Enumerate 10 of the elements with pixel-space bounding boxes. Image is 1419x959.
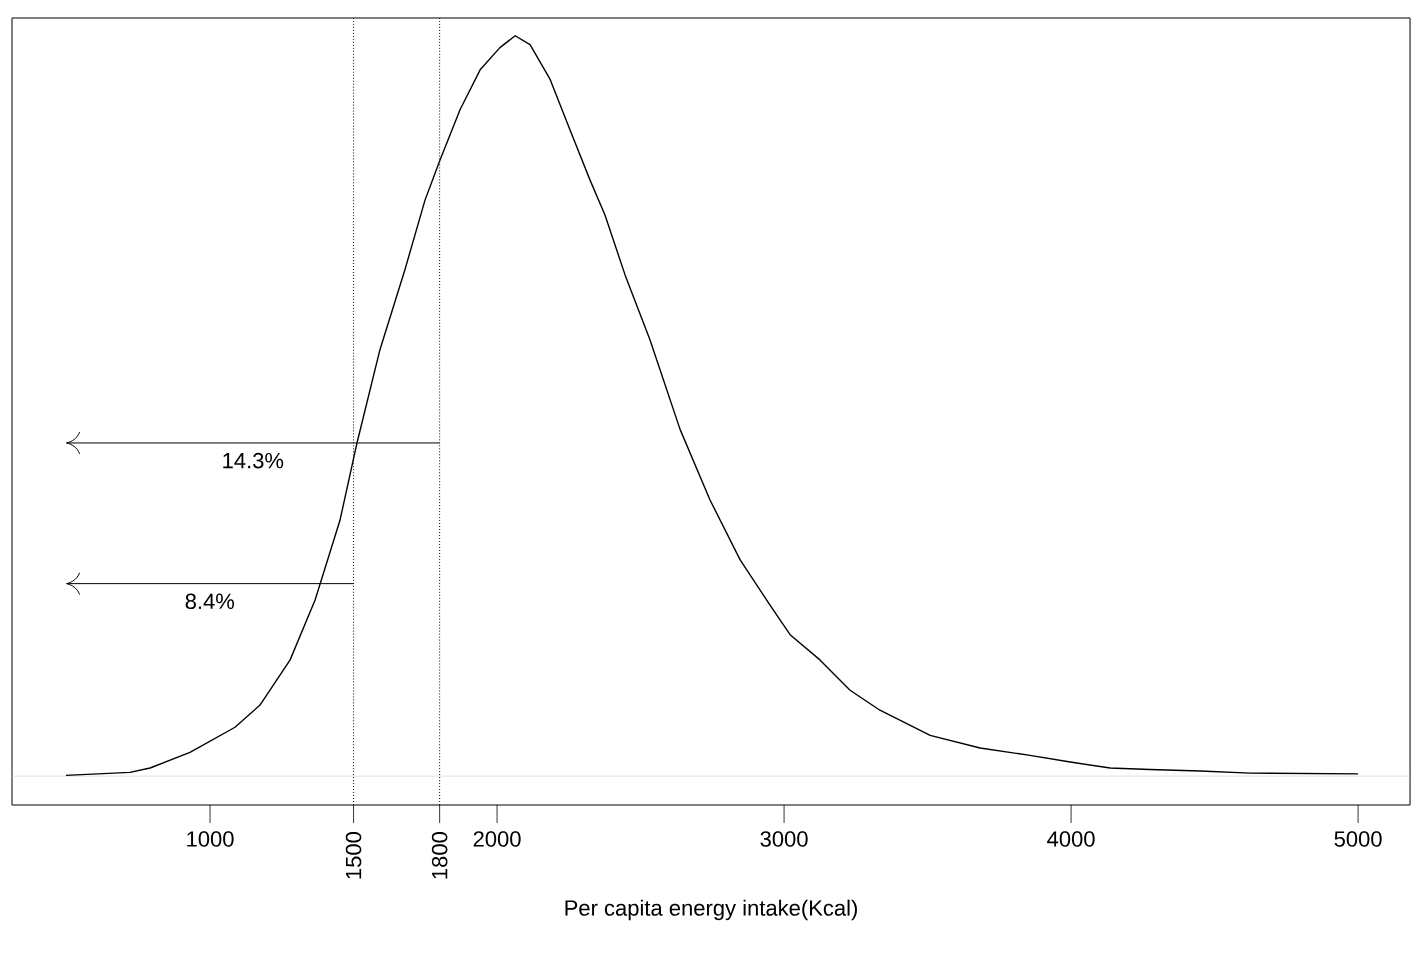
- x-tick-label: 3000: [760, 831, 808, 847]
- annotation: 14.3%: [223, 452, 284, 469]
- x-axis-title: Per capita energy intake(Kcal): [565, 899, 857, 921]
- annotation: 8.4%: [185, 593, 235, 610]
- x-tick-label: 4000: [1047, 831, 1095, 847]
- x-tick-label: 1000: [187, 831, 234, 847]
- x-tick-label: 2000: [473, 831, 521, 847]
- ref-line-label: 1500: [345, 832, 362, 879]
- x-tick-label: 5000: [1334, 831, 1382, 847]
- ref-line-label: 1800: [431, 832, 448, 879]
